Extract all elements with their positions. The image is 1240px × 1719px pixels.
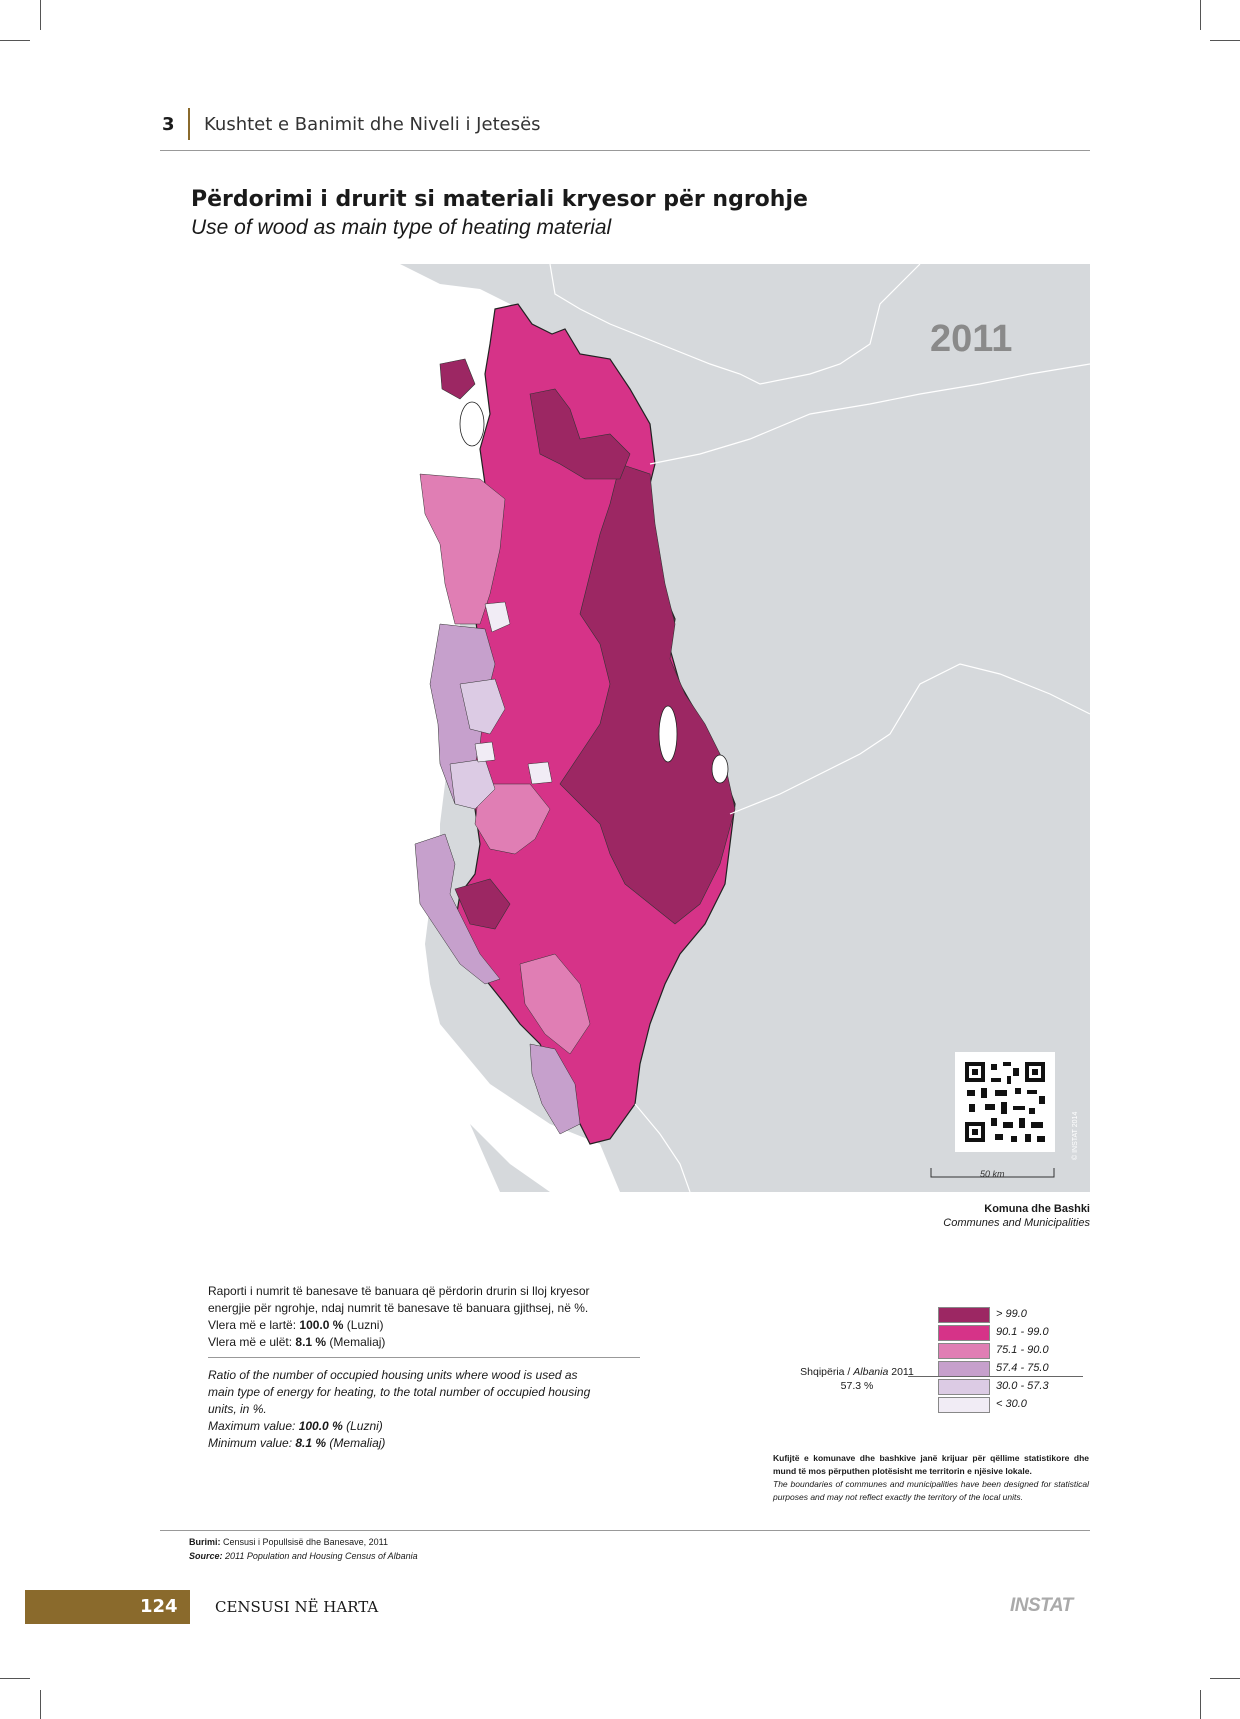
shkodra-lake [459,401,485,447]
crop-mark [40,0,41,30]
albania-choropleth-map [280,264,1090,1192]
crop-mark [1200,0,1201,30]
neighbour-border [634,1103,691,1192]
legend-label: 90.1 - 99.0 [996,1326,1049,1338]
region-class-5 [459,678,506,735]
national-average-value: 57.3 % [840,1380,874,1392]
legend-swatch [938,1361,990,1377]
map-title-english: Use of wood as main type of heating mate… [191,216,612,239]
legend-item: 90.1 - 99.0 [938,1324,1158,1341]
source-albanian: Burimi: Censusi i Popullsisë dhe Banesav… [189,1537,388,1547]
description-line: Ratio of the number of occupied housing … [208,1368,578,1382]
region-class-3 [419,473,506,625]
crop-mark [1210,40,1240,41]
footer-band [25,1590,190,1624]
legend-swatch [938,1307,990,1323]
crop-mark [0,1678,30,1679]
national-average-label: Shqipëria / Albania 2011 57.3 % [790,1365,924,1393]
scale-label: 50 km [980,1169,1005,1179]
ohrid-lake [658,705,678,763]
legend-label: > 99.0 [996,1308,1027,1320]
max-value-line: Maximum value: 100.0 % (Luzni) [208,1419,383,1433]
legend-swatch [938,1397,990,1413]
max-value-line: Vlera më e lartë: 100.0 % (Luzni) [208,1318,384,1332]
legend-label: < 30.0 [996,1398,1027,1410]
description-line: units, in %. [208,1402,267,1416]
description-line: energjie për ngrohje, ndaj numrit të ban… [208,1301,589,1315]
source-english: Source: 2011 Population and Housing Cens… [189,1551,418,1561]
description-line: Raporti i numrit të banesave të banuara … [208,1284,590,1298]
publication-title: CENSUSI NË HARTA [215,1598,379,1616]
chapter-divider [188,108,190,140]
description-albanian: Raporti i numrit të banesave të banuara … [208,1283,638,1351]
legend-item: 75.1 - 90.0 [938,1342,1158,1359]
legend-swatch [938,1325,990,1341]
legend-item: < 30.0 [938,1396,1158,1413]
region-class-1 [559,463,736,925]
legend-label: 75.1 - 90.0 [996,1344,1049,1356]
disclaimer-english: The boundaries of communes and municipal… [773,1479,1089,1502]
map-frame [280,264,1090,1192]
legend-item: 30.0 - 57.3 [938,1378,1158,1395]
page-number: 124 [140,1596,178,1617]
crop-mark [40,1690,41,1719]
disclaimer-albanian: Kufijtë e komunave dhe bashkive janë kri… [773,1453,1089,1476]
description-divider [208,1357,640,1358]
neighbour-border [729,663,1090,815]
qr-code[interactable] [955,1052,1055,1152]
region-class-6 [484,601,511,633]
legend-label: 30.0 - 57.3 [996,1380,1049,1392]
min-value-line: Vlera më e ulët: 8.1 % (Memaliaj) [208,1335,386,1349]
legend-item: 57.4 - 75.0 [938,1360,1158,1377]
min-value-line: Minimum value: 8.1 % (Memaliaj) [208,1436,386,1450]
region-class-6-city [474,741,496,763]
qr-code-icon [963,1060,1047,1144]
crop-mark [1200,1690,1201,1719]
region-class-4-south [529,1043,581,1135]
chapter-number: 3 [162,114,175,135]
region-class-3-south [474,783,551,855]
copyright-note: © INSTAT 2014 [1072,1111,1079,1160]
ionian-coast-land [470,1124,550,1192]
neighbour-border [549,264,921,385]
source-divider [160,1530,1090,1531]
legend-swatch [938,1343,990,1359]
region-class-1-south [454,878,511,930]
map-title-albanian: Përdorimi i drurit si materiali kryesor … [191,187,808,212]
region-class-3-far-south [519,953,591,1055]
map-year: 2011 [930,318,1013,360]
legend-swatch [938,1379,990,1395]
legend-label: 57.4 - 75.0 [996,1362,1049,1374]
crop-mark [1210,1678,1240,1679]
map-units-albanian: Komuna dhe Bashki [984,1203,1090,1215]
chapter-title: Kushtet e Banimit dhe Niveli i Jetesës [204,114,541,135]
description-line: main type of energy for heating, to the … [208,1385,591,1399]
region-class-1-north-west [439,358,476,400]
map-units-english: Communes and Municipalities [943,1217,1090,1229]
page-header: 3 Kushtet e Banimit dhe Niveli i Jetesës [160,108,1090,151]
instat-logo: INSTAT [1010,1595,1073,1616]
description-english: Ratio of the number of occupied housing … [208,1367,638,1452]
crop-mark [0,40,30,41]
region-class-6-south [527,761,553,785]
national-average-line [908,1376,1083,1377]
prespa-lake [711,754,729,784]
region-class-1-north [529,388,631,480]
albania-territory [454,303,736,1145]
legend-item: > 99.0 [938,1306,1158,1323]
neighbour-border [649,363,1090,465]
region-class-4-coast [414,833,501,985]
scale-bar [930,1168,1055,1178]
disclaimer: Kufijtë e komunave dhe bashkive janë kri… [773,1452,1089,1504]
